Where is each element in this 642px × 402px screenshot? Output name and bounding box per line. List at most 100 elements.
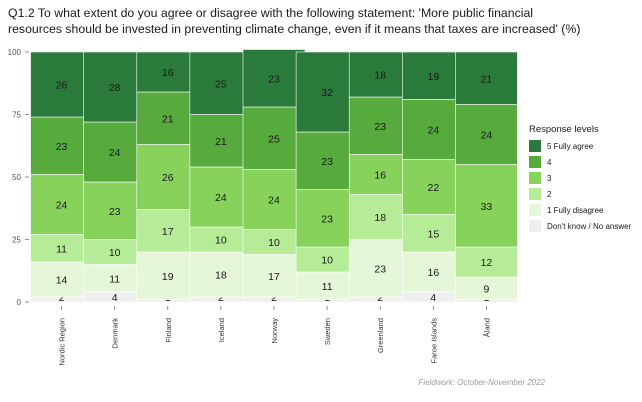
data-label-greenland-3: 16 <box>374 170 386 182</box>
data-label-sweden-3: 23 <box>321 213 333 225</box>
data-label-faroe-islands-don-t-know-no-answer: 4 <box>430 292 436 304</box>
bar-segment-nordic-region-5-fully-agree <box>30 51 93 118</box>
bar-segment-land-2 <box>455 246 518 278</box>
data-label-denmark-4: 24 <box>109 147 121 159</box>
data-label-land-4: 24 <box>481 130 493 142</box>
chart-title-line-2: resources should be invested in preventi… <box>8 21 581 36</box>
y-tick-label-50: 50 <box>12 173 21 182</box>
data-label-norway-2: 10 <box>268 237 280 249</box>
data-label-iceland-5-fully-agree: 25 <box>215 78 227 90</box>
legend-swatch-1-fully-disagree <box>529 204 541 216</box>
legend-swatch-2 <box>529 188 541 200</box>
data-label-greenland-1-fully-disagree: 23 <box>374 263 386 275</box>
bar-segment-finland-2 <box>136 209 200 253</box>
data-label-denmark-1-fully-disagree: 11 <box>109 273 120 285</box>
data-label-sweden-5-fully-agree: 32 <box>321 87 333 99</box>
bar-segment-nordic-region-1-fully-disagree <box>30 261 93 298</box>
data-label-faroe-islands-1-fully-disagree: 16 <box>427 267 439 279</box>
data-label-denmark-2: 10 <box>109 247 121 259</box>
x-tick-label-faroe-islands: Faroe Islands <box>429 318 438 364</box>
data-label-sweden-2: 10 <box>321 255 333 267</box>
fieldwork-footnote: Fieldwork: October-November 2022 <box>418 378 545 387</box>
data-label-nordic-region-1-fully-disagree: 14 <box>56 275 68 287</box>
legend-label-don-t-know-no-answer: Don't know / No answer <box>547 222 632 231</box>
legend-label-4: 4 <box>547 158 552 167</box>
bar-segment-denmark-5-fully-agree <box>83 51 146 123</box>
bar-segment-nordic-region-4 <box>30 116 93 175</box>
bar-segment-iceland-2 <box>189 226 253 253</box>
data-label-iceland-3: 24 <box>215 192 227 204</box>
data-label-greenland-5-fully-agree: 18 <box>374 70 386 82</box>
data-label-norway-4: 25 <box>268 133 280 145</box>
x-tick-label-greenland: Greenland <box>376 318 385 353</box>
legend-label-2: 2 <box>547 190 552 199</box>
bar-segment-nordic-region-3 <box>30 174 93 235</box>
chart-title-line-1: Q1.2 To what extent do you agree or disa… <box>8 6 534 20</box>
data-label-iceland-2: 10 <box>215 235 227 247</box>
x-tick-label-nordic-region: Nordic Region <box>58 318 67 366</box>
data-label-greenland-4: 23 <box>374 121 386 133</box>
bar-segment-faroe-islands-4 <box>402 99 465 160</box>
bar-segment-norway-4 <box>242 106 306 170</box>
bar-segment-finland-4 <box>136 91 200 145</box>
bar-segment-sweden-5-fully-agree <box>295 51 359 133</box>
data-label-greenland-2: 18 <box>374 212 386 224</box>
bar-segment-land-5-fully-agree <box>455 51 518 105</box>
data-label-sweden-4: 23 <box>321 156 333 168</box>
data-label-land-2: 12 <box>481 257 493 269</box>
data-label-faroe-islands-3: 22 <box>427 182 439 194</box>
data-label-faroe-islands-5-fully-agree: 19 <box>427 71 439 83</box>
x-tick-label-norway: Norway <box>270 318 279 344</box>
y-tick-label-25: 25 <box>12 236 21 245</box>
data-label-nordic-region-5-fully-agree: 26 <box>56 80 68 92</box>
x-tick-label-finland: Finland <box>164 318 173 343</box>
legend-swatch-5-fully-agree <box>529 140 541 152</box>
data-label-iceland-4: 21 <box>215 136 227 148</box>
bar-segment-iceland-5-fully-agree <box>189 51 253 115</box>
bar-segment-greenland-5-fully-agree <box>348 51 412 98</box>
x-tick-label-iceland: Iceland <box>217 318 226 342</box>
data-label-land-1-fully-disagree: 9 <box>484 283 490 295</box>
data-label-nordic-region-2: 11 <box>56 243 67 255</box>
bar-segment-norway-2 <box>242 229 306 255</box>
y-tick-label-75: 75 <box>12 111 21 120</box>
data-label-greenland-don-t-know-no-answer: 2 <box>377 292 383 304</box>
bar-segment-sweden-3 <box>295 189 359 248</box>
x-tick-label-denmark: Denmark <box>111 318 120 349</box>
bar-segment-norway-3 <box>242 169 306 230</box>
bar-segment-land-4 <box>455 104 518 165</box>
y-tick-label-100: 100 <box>8 48 22 57</box>
data-label-norway-don-t-know-no-answer: 2 <box>271 292 277 304</box>
legend-label-3: 3 <box>547 174 552 183</box>
legend-label-1-fully-disagree: 1 Fully disagree <box>547 206 604 215</box>
data-label-norway-3: 24 <box>268 195 280 207</box>
bar-segment-iceland-4 <box>189 114 253 168</box>
bar-segment-iceland-1-fully-disagree <box>189 251 253 298</box>
data-label-finland-2: 17 <box>162 226 174 238</box>
data-label-norway-1-fully-disagree: 17 <box>268 271 280 283</box>
legend-swatch-don-t-know-no-answer <box>529 220 541 232</box>
bar-segment-faroe-islands-5-fully-agree <box>402 51 465 100</box>
legend-swatch-3 <box>529 172 541 184</box>
bar-segment-sweden-4 <box>295 131 359 190</box>
bar-segment-norway-5-fully-agree <box>242 49 306 108</box>
legend-swatch-4 <box>529 156 541 168</box>
bar-segment-greenland-4 <box>348 96 412 155</box>
data-label-nordic-region-3: 24 <box>56 200 68 212</box>
bar-segment-iceland-3 <box>189 166 253 228</box>
data-label-norway-5-fully-agree: 23 <box>268 73 280 85</box>
data-label-iceland-don-t-know-no-answer: 2 <box>218 292 224 304</box>
data-label-denmark-3: 23 <box>109 206 121 218</box>
data-label-denmark-don-t-know-no-answer: 4 <box>112 292 118 304</box>
x-tick-label-land: Åland <box>482 318 491 337</box>
data-label-nordic-region-don-t-know-no-answer: 2 <box>59 292 65 304</box>
data-label-denmark-5-fully-agree: 28 <box>109 82 121 94</box>
bar-segment-land-3 <box>455 164 518 248</box>
data-label-iceland-1-fully-disagree: 18 <box>215 270 227 282</box>
bar-segment-greenland-1-fully-disagree <box>348 239 412 298</box>
x-tick-label-sweden: Sweden <box>323 318 332 345</box>
legend-title: Response levels <box>529 124 599 135</box>
data-label-faroe-islands-4: 24 <box>427 125 439 137</box>
data-label-faroe-islands-2: 15 <box>427 228 439 240</box>
